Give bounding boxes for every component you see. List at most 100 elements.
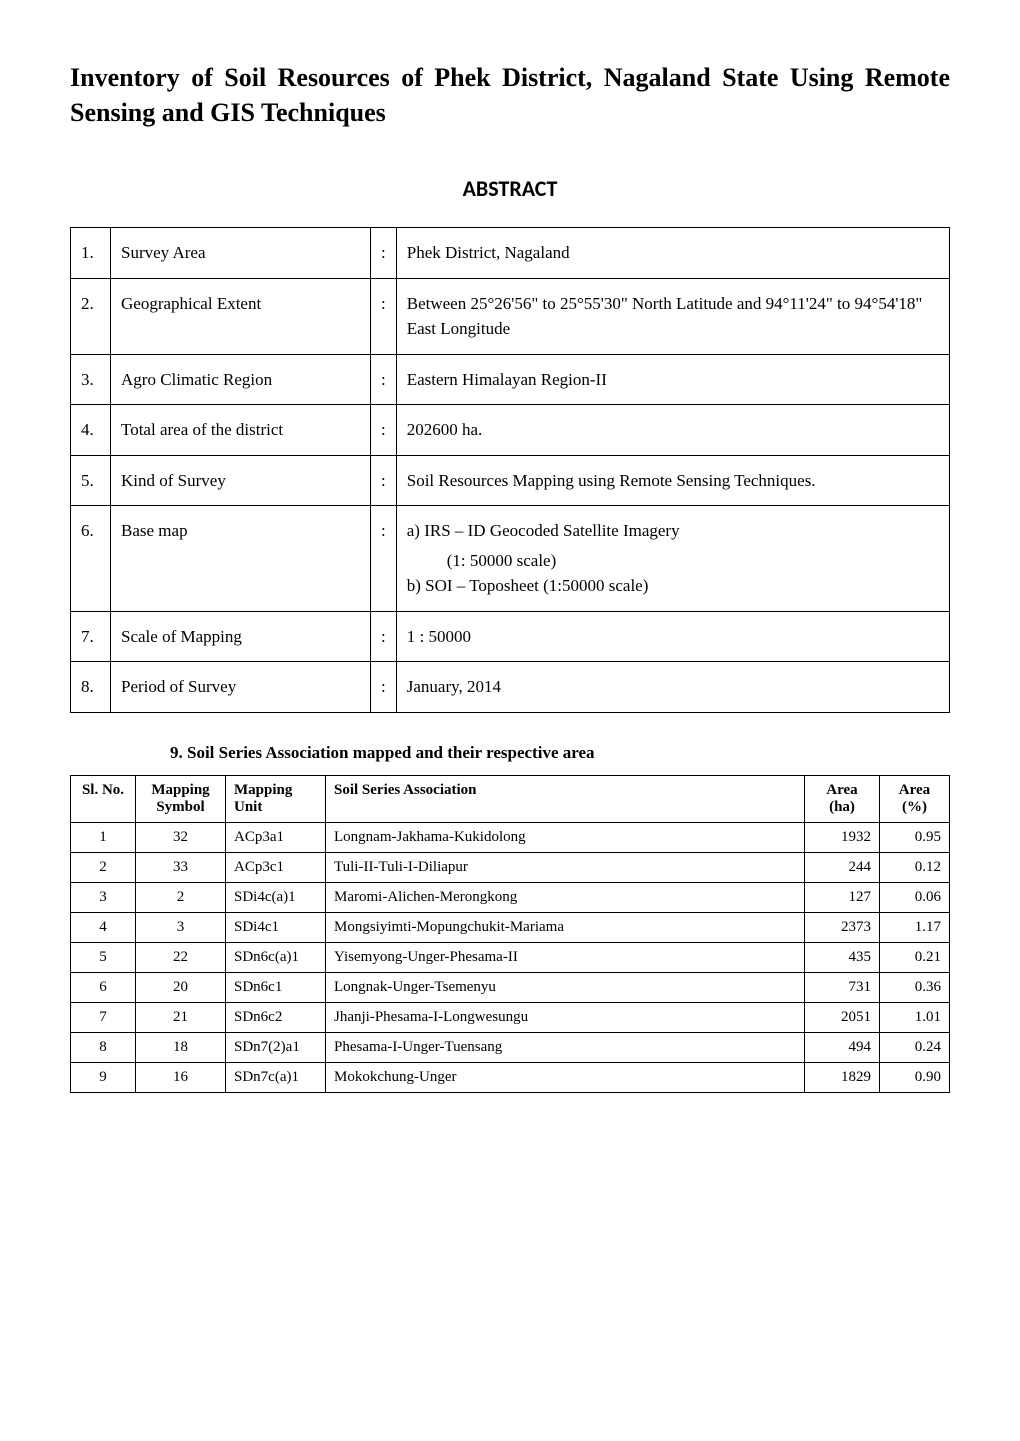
- info-row-number: 5.: [71, 455, 111, 506]
- info-row-value: Phek District, Nagaland: [396, 228, 949, 279]
- col-mapping-unit: Mapping Unit: [226, 775, 326, 822]
- cell-sl-no: 9: [71, 1062, 136, 1092]
- table-row: 233ACp3c1Tuli-II-Tuli-I-Diliapur2440.12: [71, 852, 950, 882]
- cell-area-ha: 731: [805, 972, 880, 1002]
- info-row-colon: :: [371, 506, 397, 612]
- cell-mapping-unit: SDn7(2)a1: [226, 1032, 326, 1062]
- cell-area-pct: 0.06: [880, 882, 950, 912]
- col-area-ha: Area (ha): [805, 775, 880, 822]
- info-row: 1.Survey Area:Phek District, Nagaland: [71, 228, 950, 279]
- cell-sl-no: 3: [71, 882, 136, 912]
- info-row-number: 6.: [71, 506, 111, 612]
- col-soil-series-association: Soil Series Association: [326, 775, 805, 822]
- cell-area-pct: 0.95: [880, 822, 950, 852]
- info-row-colon: :: [371, 278, 397, 354]
- table-header-row: Sl. No. Mapping Symbol Mapping Unit Soil…: [71, 775, 950, 822]
- cell-mapping-symbol: 18: [136, 1032, 226, 1062]
- cell-area-ha: 244: [805, 852, 880, 882]
- info-row: 2.Geographical Extent:Between 25°26'56" …: [71, 278, 950, 354]
- cell-area-ha: 1829: [805, 1062, 880, 1092]
- cell-area-pct: 0.90: [880, 1062, 950, 1092]
- cell-mapping-unit: SDn6c2: [226, 1002, 326, 1032]
- cell-soil-series-association: Longnak-Unger-Tsemenyu: [326, 972, 805, 1002]
- cell-mapping-symbol: 32: [136, 822, 226, 852]
- info-row-number: 1.: [71, 228, 111, 279]
- cell-soil-series-association: Mongsiyimti-Mopungchukit-Mariama: [326, 912, 805, 942]
- col-sl-no: Sl. No.: [71, 775, 136, 822]
- cell-mapping-symbol: 21: [136, 1002, 226, 1032]
- info-row-colon: :: [371, 455, 397, 506]
- info-row-colon: :: [371, 611, 397, 662]
- cell-sl-no: 6: [71, 972, 136, 1002]
- cell-mapping-unit: SDn6c(a)1: [226, 942, 326, 972]
- col-area-pct: Area (%): [880, 775, 950, 822]
- table-row: 721SDn6c2Jhanji-Phesama-I-Longwesungu205…: [71, 1002, 950, 1032]
- info-row-value: a) IRS – ID Geocoded Satellite Imagery(1…: [396, 506, 949, 612]
- cell-mapping-unit: SDi4c1: [226, 912, 326, 942]
- info-row-label: Total area of the district: [111, 405, 371, 456]
- cell-mapping-symbol: 2: [136, 882, 226, 912]
- cell-area-ha: 127: [805, 882, 880, 912]
- table-row: 132ACp3a1Longnam-Jakhama-Kukidolong19320…: [71, 822, 950, 852]
- info-row-number: 7.: [71, 611, 111, 662]
- cell-sl-no: 1: [71, 822, 136, 852]
- cell-area-ha: 2051: [805, 1002, 880, 1032]
- cell-mapping-unit: ACp3a1: [226, 822, 326, 852]
- info-row: 5.Kind of Survey:Soil Resources Mapping …: [71, 455, 950, 506]
- info-row-label: Geographical Extent: [111, 278, 371, 354]
- section-9-heading: 9. Soil Series Association mapped and th…: [170, 743, 950, 763]
- info-row-colon: :: [371, 662, 397, 713]
- cell-soil-series-association: Longnam-Jakhama-Kukidolong: [326, 822, 805, 852]
- info-row: 7.Scale of Mapping:1 : 50000: [71, 611, 950, 662]
- table-row: 32SDi4c(a)1Maromi-Alichen-Merongkong1270…: [71, 882, 950, 912]
- cell-soil-series-association: Yisemyong-Unger-Phesama-II: [326, 942, 805, 972]
- cell-area-pct: 1.17: [880, 912, 950, 942]
- cell-area-pct: 1.01: [880, 1002, 950, 1032]
- info-row-value: Soil Resources Mapping using Remote Sens…: [396, 455, 949, 506]
- info-row: 6.Base map:a) IRS – ID Geocoded Satellit…: [71, 506, 950, 612]
- info-row: 4.Total area of the district:202600 ha.: [71, 405, 950, 456]
- cell-mapping-symbol: 3: [136, 912, 226, 942]
- info-row-label: Scale of Mapping: [111, 611, 371, 662]
- cell-soil-series-association: Jhanji-Phesama-I-Longwesungu: [326, 1002, 805, 1032]
- info-table: 1.Survey Area:Phek District, Nagaland2.G…: [70, 227, 950, 713]
- cell-mapping-unit: SDi4c(a)1: [226, 882, 326, 912]
- cell-soil-series-association: Maromi-Alichen-Merongkong: [326, 882, 805, 912]
- cell-area-pct: 0.24: [880, 1032, 950, 1062]
- table-row: 522SDn6c(a)1Yisemyong-Unger-Phesama-II43…: [71, 942, 950, 972]
- info-row-label: Period of Survey: [111, 662, 371, 713]
- cell-sl-no: 2: [71, 852, 136, 882]
- info-row-value: Eastern Himalayan Region-II: [396, 354, 949, 405]
- cell-mapping-symbol: 33: [136, 852, 226, 882]
- info-row-colon: :: [371, 228, 397, 279]
- cell-mapping-unit: SDn7c(a)1: [226, 1062, 326, 1092]
- cell-sl-no: 4: [71, 912, 136, 942]
- document-title: Inventory of Soil Resources of Phek Dist…: [70, 60, 950, 130]
- cell-area-ha: 494: [805, 1032, 880, 1062]
- cell-mapping-symbol: 20: [136, 972, 226, 1002]
- cell-area-pct: 0.21: [880, 942, 950, 972]
- col-mapping-symbol: Mapping Symbol: [136, 775, 226, 822]
- cell-area-pct: 0.36: [880, 972, 950, 1002]
- table-row: 916SDn7c(a)1Mokokchung-Unger18290.90: [71, 1062, 950, 1092]
- cell-mapping-symbol: 16: [136, 1062, 226, 1092]
- info-row-number: 4.: [71, 405, 111, 456]
- table-row: 620SDn6c1Longnak-Unger-Tsemenyu7310.36: [71, 972, 950, 1002]
- info-row-label: Agro Climatic Region: [111, 354, 371, 405]
- cell-mapping-unit: SDn6c1: [226, 972, 326, 1002]
- cell-area-ha: 2373: [805, 912, 880, 942]
- info-row: 3.Agro Climatic Region:Eastern Himalayan…: [71, 354, 950, 405]
- info-row-number: 8.: [71, 662, 111, 713]
- cell-soil-series-association: Mokokchung-Unger: [326, 1062, 805, 1092]
- info-row-label: Kind of Survey: [111, 455, 371, 506]
- info-row-number: 3.: [71, 354, 111, 405]
- info-row-colon: :: [371, 405, 397, 456]
- info-row-label: Base map: [111, 506, 371, 612]
- info-row-label: Survey Area: [111, 228, 371, 279]
- info-row-colon: :: [371, 354, 397, 405]
- cell-sl-no: 5: [71, 942, 136, 972]
- cell-area-pct: 0.12: [880, 852, 950, 882]
- cell-soil-series-association: Tuli-II-Tuli-I-Diliapur: [326, 852, 805, 882]
- info-row-value: 202600 ha.: [396, 405, 949, 456]
- info-row: 8.Period of Survey:January, 2014: [71, 662, 950, 713]
